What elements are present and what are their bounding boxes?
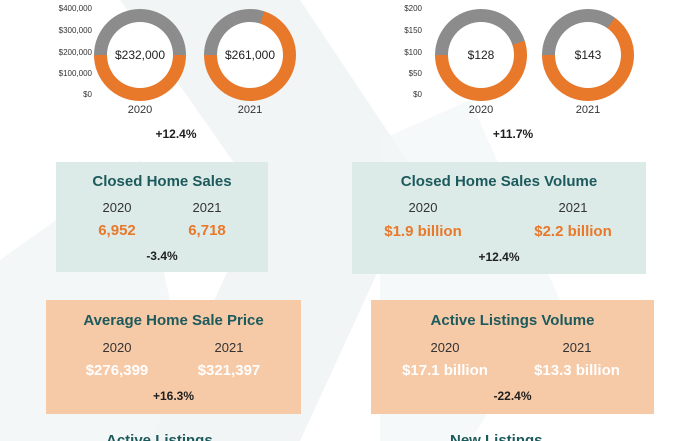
section-title-new-listings: New Listings xyxy=(450,432,543,441)
category-label: 2020 xyxy=(127,104,153,116)
stat-value: $13.3 billion xyxy=(534,362,620,379)
year-label: 2021 xyxy=(214,340,244,355)
y-tick-label: $100,000 xyxy=(58,69,92,78)
y-tick-label: $0 xyxy=(413,90,422,99)
card-title: Closed Home Sales xyxy=(92,173,232,190)
category-label: 2020 xyxy=(468,104,494,116)
y-tick-label: $300,000 xyxy=(58,26,92,35)
card-title: Average Home Sale Price xyxy=(83,312,264,329)
year-label: 2021 xyxy=(562,340,592,355)
percent-change: -22.4% xyxy=(493,389,532,403)
donut-chart-2020-price: $232,000 xyxy=(94,9,186,101)
year-label: 2021 xyxy=(558,200,588,215)
donut-chart-2021-sqft: $143 xyxy=(542,9,634,101)
donut-value-label: $232,000 xyxy=(107,22,173,88)
active-listings-volume-card: Active Listings Volume 2020 2021 $17.1 b… xyxy=(371,300,654,414)
y-tick-label: $50 xyxy=(408,69,422,78)
year-label: 2020 xyxy=(102,200,132,215)
card-title: Closed Home Sales Volume xyxy=(400,173,598,190)
percent-change: +12.4% xyxy=(155,127,197,141)
y-axis-right: $200 $150 $100 $50 $0 xyxy=(380,0,422,100)
stat-value: $1.9 billion xyxy=(384,223,462,240)
closed-home-sales-volume-card: Closed Home Sales Volume 2020 2021 $1.9 … xyxy=(352,162,646,274)
section-title-active-listings: Active Listings xyxy=(106,432,213,441)
y-tick-label: $200 xyxy=(404,4,422,13)
year-label: 2021 xyxy=(192,200,222,215)
closed-home-sales-card: Closed Home Sales 2020 2021 6,952 6,718 … xyxy=(56,162,268,272)
y-tick-label: $400,000 xyxy=(58,4,92,13)
year-label: 2020 xyxy=(430,340,460,355)
year-label: 2020 xyxy=(408,200,438,215)
percent-change: -3.4% xyxy=(146,249,178,263)
y-tick-label: $0 xyxy=(83,90,92,99)
percent-change: +12.4% xyxy=(478,250,520,264)
category-label: 2021 xyxy=(237,104,263,116)
average-home-sale-price-card: Average Home Sale Price 2020 2021 $276,3… xyxy=(46,300,301,414)
donut-value-label: $128 xyxy=(448,22,514,88)
stat-value: $321,397 xyxy=(197,362,261,379)
donut-chart-2020-sqft: $128 xyxy=(435,9,527,101)
card-title: Active Listings Volume xyxy=(430,312,595,329)
donut-chart-2021-price: $261,000 xyxy=(204,9,296,101)
stat-value: 6,952 xyxy=(98,222,136,239)
y-axis-left: $400,000 $300,000 $200,000 $100,000 $0 xyxy=(40,0,92,100)
y-tick-label: $150 xyxy=(404,26,422,35)
stat-value: $17.1 billion xyxy=(402,362,488,379)
category-label: 2021 xyxy=(575,104,601,116)
year-label: 2020 xyxy=(102,340,132,355)
stat-value: $2.2 billion xyxy=(534,223,612,240)
stat-value: 6,718 xyxy=(188,222,226,239)
y-tick-label: $200,000 xyxy=(58,48,92,57)
donut-value-label: $143 xyxy=(555,22,621,88)
percent-change: +11.7% xyxy=(492,127,534,141)
donut-value-label: $261,000 xyxy=(217,22,283,88)
percent-change: +16.3% xyxy=(152,389,195,403)
stat-value: $276,399 xyxy=(85,362,149,379)
y-tick-label: $100 xyxy=(404,48,422,57)
